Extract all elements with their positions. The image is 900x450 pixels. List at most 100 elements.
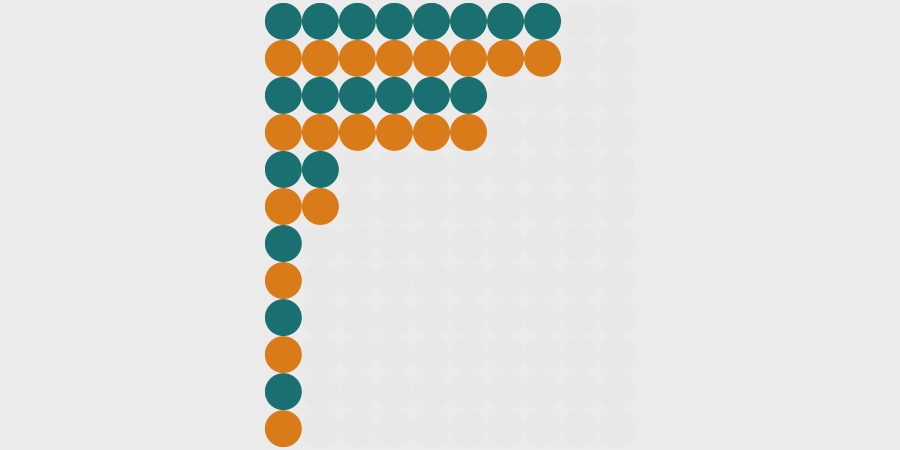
Circle shape: [377, 300, 412, 335]
Circle shape: [266, 374, 302, 410]
Circle shape: [339, 40, 375, 76]
Circle shape: [266, 4, 302, 39]
Circle shape: [266, 300, 302, 335]
Circle shape: [414, 4, 449, 39]
Circle shape: [525, 77, 561, 113]
Circle shape: [488, 263, 523, 298]
Circle shape: [598, 337, 634, 373]
Circle shape: [598, 77, 634, 113]
Circle shape: [377, 189, 412, 224]
Circle shape: [525, 411, 561, 446]
Circle shape: [598, 411, 634, 446]
Circle shape: [266, 226, 302, 261]
Circle shape: [339, 115, 375, 150]
Circle shape: [266, 189, 302, 224]
Circle shape: [451, 152, 486, 187]
Circle shape: [562, 40, 598, 76]
Circle shape: [266, 263, 302, 298]
Circle shape: [414, 263, 449, 298]
Circle shape: [302, 337, 338, 373]
Circle shape: [488, 77, 523, 113]
Circle shape: [488, 226, 523, 261]
Circle shape: [377, 40, 412, 76]
Circle shape: [562, 115, 598, 150]
Circle shape: [266, 337, 302, 373]
Circle shape: [339, 263, 375, 298]
Circle shape: [377, 374, 412, 410]
Circle shape: [377, 77, 412, 113]
Circle shape: [525, 300, 561, 335]
Circle shape: [488, 300, 523, 335]
Circle shape: [525, 374, 561, 410]
Circle shape: [377, 337, 412, 373]
Circle shape: [488, 4, 523, 39]
Circle shape: [414, 411, 449, 446]
Circle shape: [488, 337, 523, 373]
Circle shape: [451, 263, 486, 298]
Circle shape: [414, 226, 449, 261]
Circle shape: [562, 411, 598, 446]
Circle shape: [562, 374, 598, 410]
Circle shape: [488, 152, 523, 187]
Circle shape: [525, 189, 561, 224]
Circle shape: [525, 337, 561, 373]
Circle shape: [266, 411, 302, 446]
Circle shape: [451, 374, 486, 410]
Circle shape: [266, 77, 302, 113]
Circle shape: [414, 40, 449, 76]
Circle shape: [451, 115, 486, 150]
Circle shape: [339, 337, 375, 373]
Circle shape: [562, 152, 598, 187]
Circle shape: [598, 300, 634, 335]
Circle shape: [377, 411, 412, 446]
Circle shape: [302, 152, 338, 187]
Circle shape: [339, 300, 375, 335]
Circle shape: [339, 374, 375, 410]
Circle shape: [451, 189, 486, 224]
Circle shape: [302, 300, 338, 335]
Circle shape: [598, 4, 634, 39]
Circle shape: [451, 4, 486, 39]
Circle shape: [302, 77, 338, 113]
Circle shape: [302, 40, 338, 76]
Circle shape: [598, 152, 634, 187]
Circle shape: [414, 189, 449, 224]
Circle shape: [302, 189, 338, 224]
Circle shape: [562, 4, 598, 39]
Circle shape: [266, 40, 302, 76]
Circle shape: [488, 115, 523, 150]
Circle shape: [488, 40, 523, 76]
Circle shape: [339, 411, 375, 446]
Circle shape: [414, 300, 449, 335]
Circle shape: [302, 226, 338, 261]
Circle shape: [488, 411, 523, 446]
Circle shape: [525, 4, 561, 39]
Circle shape: [451, 300, 486, 335]
Circle shape: [339, 189, 375, 224]
Circle shape: [598, 226, 634, 261]
Circle shape: [451, 40, 486, 76]
Circle shape: [562, 77, 598, 113]
Circle shape: [488, 374, 523, 410]
Circle shape: [451, 77, 486, 113]
Circle shape: [525, 226, 561, 261]
Circle shape: [266, 152, 302, 187]
Circle shape: [302, 411, 338, 446]
Circle shape: [598, 263, 634, 298]
Circle shape: [451, 411, 486, 446]
Circle shape: [598, 374, 634, 410]
Circle shape: [525, 152, 561, 187]
Circle shape: [451, 337, 486, 373]
Circle shape: [598, 40, 634, 76]
Circle shape: [302, 4, 338, 39]
Circle shape: [562, 189, 598, 224]
Circle shape: [339, 4, 375, 39]
Circle shape: [377, 152, 412, 187]
Circle shape: [377, 226, 412, 261]
Circle shape: [414, 115, 449, 150]
Circle shape: [598, 189, 634, 224]
Circle shape: [339, 226, 375, 261]
Circle shape: [414, 337, 449, 373]
Circle shape: [339, 77, 375, 113]
Circle shape: [377, 4, 412, 39]
